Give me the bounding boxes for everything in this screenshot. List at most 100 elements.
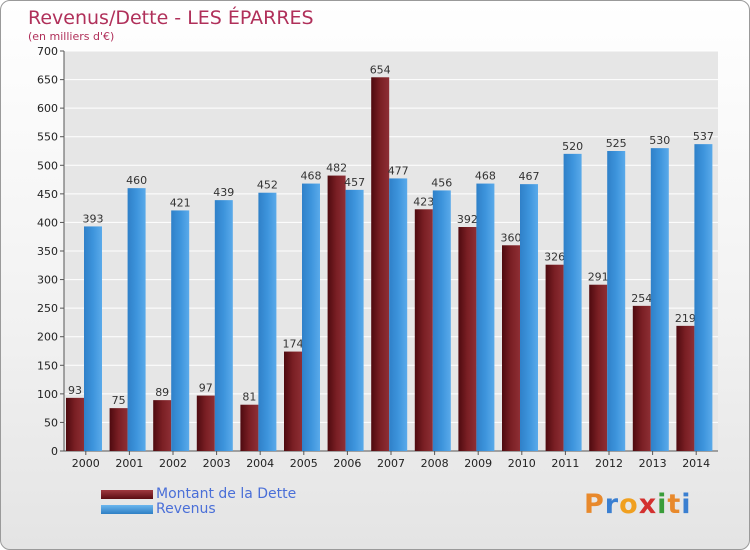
- x-tick-label: 2008: [421, 457, 449, 470]
- chart-title: Revenus/Dette - LES ÉPARRES: [28, 7, 314, 29]
- bar-dette: [632, 305, 651, 451]
- y-tick-label: 450: [37, 188, 58, 201]
- data-label-dette: 75: [112, 394, 126, 407]
- data-label-dette: 423: [413, 195, 434, 208]
- data-label-dette: 97: [199, 382, 213, 395]
- x-tick-label: 2003: [203, 457, 231, 470]
- data-label-revenus: 468: [475, 170, 496, 183]
- logo-letter: t: [667, 489, 682, 520]
- data-label-dette: 360: [501, 231, 522, 244]
- legend-swatch-revenus: [101, 505, 153, 514]
- y-tick-label: 100: [37, 388, 58, 401]
- x-tick-label: 2011: [551, 457, 579, 470]
- y-tick-label: 500: [37, 159, 58, 172]
- data-label-dette: 326: [544, 251, 565, 264]
- bar-dette: [196, 395, 215, 451]
- y-tick-label: 400: [37, 216, 58, 229]
- data-label-dette: 254: [631, 292, 652, 305]
- logo-letter: i: [657, 489, 668, 520]
- bar-dette: [153, 400, 172, 451]
- data-label-dette: 219: [675, 312, 696, 325]
- data-label-dette: 291: [588, 271, 609, 284]
- bar-revenus: [258, 192, 277, 451]
- bar-revenus: [650, 148, 669, 451]
- data-label-dette: 89: [155, 386, 169, 399]
- bar-revenus: [432, 190, 451, 451]
- bar-dette: [240, 404, 259, 451]
- y-tick-label: 250: [37, 302, 58, 315]
- x-tick-label: 2006: [333, 457, 361, 470]
- data-label-revenus: 393: [83, 212, 104, 225]
- x-tick-label: 2013: [639, 457, 667, 470]
- bar-dette: [414, 209, 433, 451]
- data-label-revenus: 452: [257, 179, 278, 192]
- bar-dette: [66, 397, 84, 451]
- data-label-revenus: 537: [693, 130, 714, 143]
- chart-subtitle: (en milliers d'€): [28, 30, 115, 43]
- bar-revenus: [345, 189, 364, 451]
- bar-revenus: [302, 183, 320, 452]
- legend-label-revenus: Revenus: [156, 501, 216, 517]
- y-tick-label: 50: [44, 416, 58, 429]
- y-tick-label: 650: [37, 74, 58, 87]
- data-label-revenus: 520: [562, 140, 583, 153]
- bar-dette: [371, 77, 390, 452]
- logo-letter: r: [604, 489, 620, 520]
- y-tick-label: 300: [37, 274, 58, 287]
- bar-dette: [284, 351, 302, 451]
- logo-letter: o: [619, 489, 639, 520]
- data-label-revenus: 525: [606, 137, 627, 150]
- y-tick-label: 200: [37, 331, 58, 344]
- proxiti-logo: Proxiti: [584, 489, 692, 520]
- y-tick-label: 550: [37, 131, 58, 144]
- y-tick-label: 600: [37, 102, 58, 115]
- data-label-revenus: 421: [170, 196, 191, 209]
- bar-dette: [327, 175, 346, 452]
- logo-letter: P: [584, 489, 605, 520]
- bar-revenus: [607, 151, 626, 451]
- bar-revenus: [127, 188, 146, 451]
- bar-revenus: [214, 200, 233, 451]
- data-label-dette: 482: [326, 162, 347, 175]
- logo-letter: x: [638, 489, 658, 520]
- bar-dette: [458, 227, 477, 451]
- x-tick-label: 2005: [290, 457, 318, 470]
- bar-revenus: [84, 226, 102, 451]
- x-tick-label: 2014: [682, 457, 710, 470]
- x-tick-label: 2004: [246, 457, 274, 470]
- data-label-dette: 81: [242, 391, 256, 404]
- legend-label-dette: Montant de la Dette: [156, 486, 297, 502]
- bar-dette: [676, 325, 695, 451]
- bar-dette: [589, 284, 608, 451]
- data-label-revenus: 477: [388, 164, 409, 177]
- data-label-revenus: 467: [519, 170, 540, 183]
- x-tick-label: 2001: [115, 457, 143, 470]
- data-label-dette: 392: [457, 213, 478, 226]
- data-label-revenus: 530: [649, 134, 670, 147]
- x-tick-label: 2007: [377, 457, 405, 470]
- bar-dette: [545, 264, 564, 451]
- bar-revenus: [476, 183, 495, 452]
- x-tick-label: 2009: [464, 457, 492, 470]
- bar-revenus: [389, 178, 408, 451]
- data-label-revenus: 460: [126, 174, 147, 187]
- x-tick-label: 2002: [159, 457, 187, 470]
- data-label-revenus: 456: [431, 176, 452, 189]
- bar-dette: [502, 245, 520, 451]
- data-label-dette: 93: [68, 384, 82, 397]
- bar-dette: [109, 408, 128, 451]
- x-tick-label: 2010: [508, 457, 536, 470]
- bar-revenus: [694, 144, 713, 451]
- data-label-revenus: 468: [301, 170, 322, 183]
- bar-revenus: [171, 210, 190, 451]
- logo-letter: i: [681, 489, 692, 520]
- bar-revenus: [563, 153, 582, 451]
- data-label-revenus: 457: [344, 176, 365, 189]
- y-tick-label: 700: [37, 45, 58, 58]
- data-label-revenus: 439: [213, 186, 234, 199]
- y-tick-label: 0: [51, 445, 58, 458]
- x-tick-label: 2012: [595, 457, 623, 470]
- y-tick-label: 350: [37, 245, 58, 258]
